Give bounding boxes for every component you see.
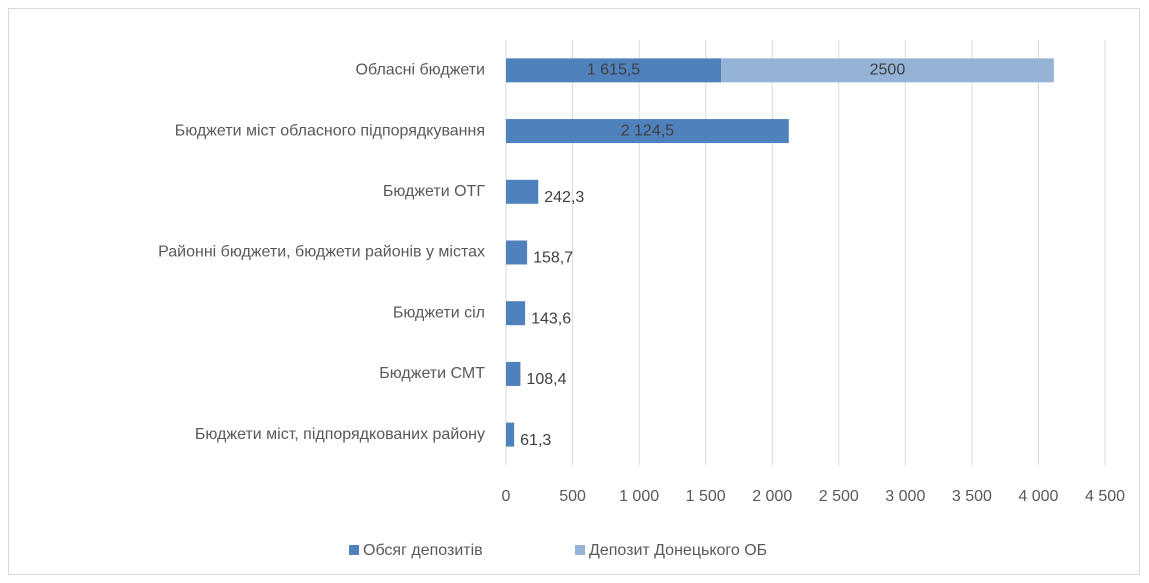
x-tick-label: 0: [502, 488, 511, 505]
chart-border: [8, 8, 1140, 575]
data-label: 2500: [870, 62, 906, 79]
data-label: 143,6: [531, 310, 571, 327]
category-label: Бюджети ОТГ: [383, 183, 485, 200]
x-tick-label: 2 000: [752, 488, 792, 505]
x-tick-label: 3 500: [952, 488, 992, 505]
x-tick-label: 3 000: [885, 488, 925, 505]
x-tick-label: 500: [559, 488, 586, 505]
legend-swatch: [575, 545, 585, 555]
bar: [506, 422, 515, 447]
bar: [506, 301, 526, 326]
x-tick-label: 1 500: [686, 488, 726, 505]
category-label: Обласні бюджети: [356, 62, 485, 79]
x-tick-label: 4 500: [1085, 488, 1125, 505]
bar: [721, 58, 1054, 83]
bar: [506, 240, 528, 265]
x-tick-label: 1 000: [619, 488, 659, 505]
data-label: 158,7: [533, 250, 573, 267]
category-label: Бюджети сіл: [393, 304, 485, 321]
bar: [506, 179, 539, 204]
bar: [506, 119, 789, 144]
legend-label: Депозит Донецького ОБ: [589, 542, 767, 559]
data-label: 61,3: [520, 432, 551, 449]
category-label: Бюджети СМТ: [379, 365, 485, 382]
bar: [506, 58, 722, 83]
bar: [506, 361, 521, 386]
data-label: 108,4: [526, 371, 566, 388]
x-tick-label: 4 000: [1018, 488, 1058, 505]
legend-label: Обсяг депозитів: [363, 542, 483, 559]
category-label: Бюджети міст, підпорядкованих району: [195, 426, 485, 443]
x-tick-label: 2 500: [819, 488, 859, 505]
category-label: Районні бюджети, бюджети районів у міста…: [158, 244, 485, 261]
data-label: 1 615,5: [587, 62, 640, 79]
legend-swatch: [349, 545, 359, 555]
data-label: 2 124,5: [621, 122, 674, 139]
category-label: Бюджети міст обласного підпорядкування: [175, 122, 485, 139]
data-label: 242,3: [544, 189, 584, 206]
